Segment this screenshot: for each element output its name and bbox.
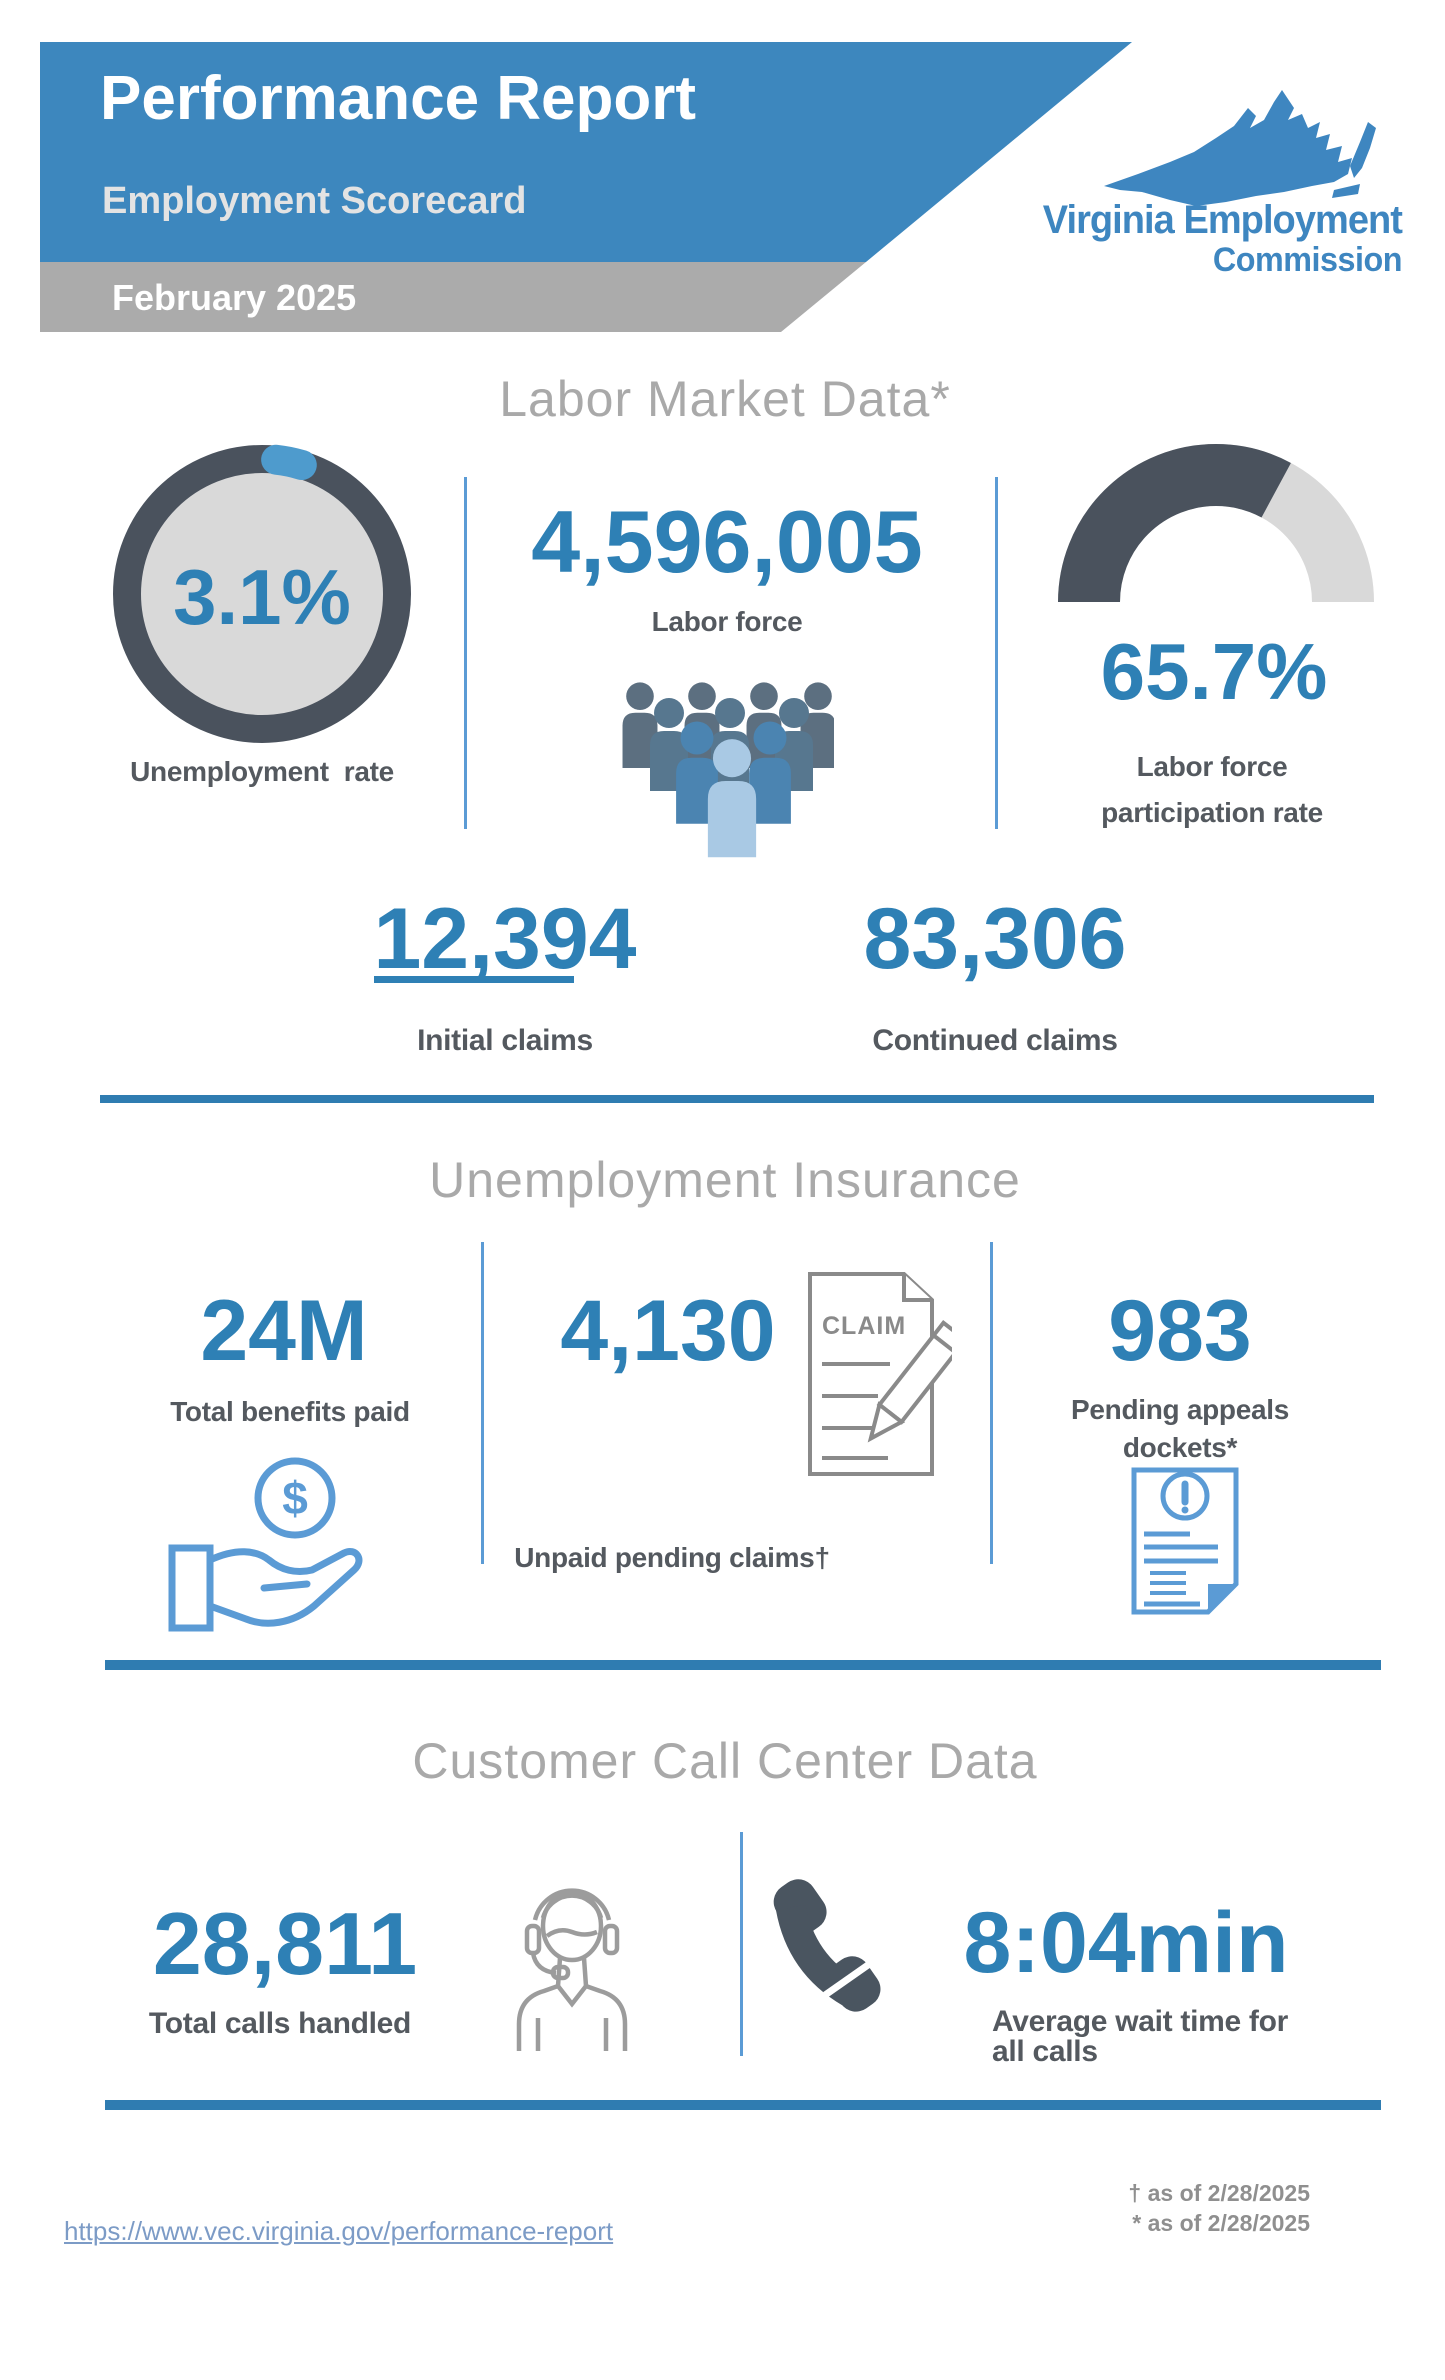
benefits-paid-label: Total benefits paid	[170, 1396, 410, 1427]
benefits-paid-value: 24M	[200, 1283, 368, 1379]
footnotes: † as of 2/28/2025 * as of 2/28/2025	[1128, 2178, 1310, 2238]
continued-claims-label: Continued claims	[872, 1024, 1118, 1057]
divider-lm-1	[464, 477, 467, 829]
divider-cc	[740, 1832, 743, 2056]
divider-lm-2	[995, 477, 998, 829]
claim-document-pencil-icon: CLAIM	[808, 1272, 952, 1476]
unemployment-rate-label: Unemployment rate	[130, 756, 394, 787]
labor-force-value: 4,596,005	[531, 492, 923, 591]
participation-label-line2: participation rate	[1101, 797, 1323, 828]
labor-force-label: Labor force	[651, 606, 803, 637]
unpaid-claims-label: Unpaid pending claims†	[514, 1542, 830, 1573]
logo-wordmark: Virginia Employment Commission	[988, 198, 1403, 279]
virginia-state-logo-icon	[1104, 90, 1376, 206]
report-period: February 2025	[112, 277, 357, 318]
continued-claims-value: 83,306	[863, 891, 1127, 987]
participation-rate-value: 65.7%	[1100, 627, 1328, 716]
dollar-sign-icon-text: $	[282, 1472, 308, 1524]
claim-doc-text: CLAIM	[822, 1312, 906, 1340]
unpaid-claims-value: 4,130	[560, 1283, 776, 1379]
page-subtitle: Employment Scorecard	[102, 180, 527, 222]
period-band	[40, 262, 866, 332]
page-title: Performance Report	[100, 64, 697, 133]
wait-time-label: Average wait time for all calls	[992, 2005, 1289, 2068]
initial-claims-value: 12,394	[373, 891, 637, 987]
section-separator-2	[105, 1660, 1381, 1670]
phone-handset-icon	[773, 1879, 881, 2012]
unemployment-insurance-heading: Unemployment Insurance	[429, 1152, 1021, 1208]
call-center-heading: Customer Call Center Data	[412, 1733, 1038, 1789]
initial-claims-label: Initial claims	[417, 1024, 593, 1057]
wait-time-value: 8:04min	[963, 1895, 1289, 1991]
unemployment-rate-value: 3.1%	[173, 553, 351, 641]
logo-line2: Commission	[1212, 241, 1403, 279]
divider-ui-2	[990, 1242, 993, 1564]
section-separator-3	[105, 2100, 1381, 2110]
footnote-dagger: † as of 2/28/2025	[1128, 2180, 1310, 2206]
pencil-icon	[867, 1319, 952, 1443]
labor-force-crowd-icon	[622, 682, 834, 858]
participation-label-line1: Labor force	[1136, 751, 1288, 782]
calls-handled-label: Total calls handled	[148, 2007, 412, 2040]
call-agent-icon	[516, 1888, 628, 2051]
appeals-label-line2: dockets*	[1122, 1432, 1238, 1463]
appeals-value: 983	[1108, 1283, 1252, 1379]
section-separator-1	[100, 1095, 1374, 1103]
footnote-star: * as of 2/28/2025	[1132, 2210, 1310, 2236]
divider-ui-1	[481, 1242, 484, 1564]
logo-line1: Virginia Employment	[1042, 198, 1403, 242]
participation-gauge-icon	[1058, 444, 1374, 603]
unemployment-rate-donut-icon	[112, 444, 412, 744]
appeals-docket-icon	[1131, 1467, 1239, 1615]
hand-coin-icon: $	[168, 1457, 363, 1632]
performance-report-link[interactable]: https://www.vec.virginia.gov/performance…	[64, 2216, 614, 2246]
initial-claims-underline	[374, 976, 574, 983]
labor-market-heading: Labor Market Data*	[499, 371, 951, 427]
appeals-label-line1: Pending appeals	[1071, 1394, 1289, 1425]
calls-handled-value: 28,811	[152, 1894, 418, 1993]
